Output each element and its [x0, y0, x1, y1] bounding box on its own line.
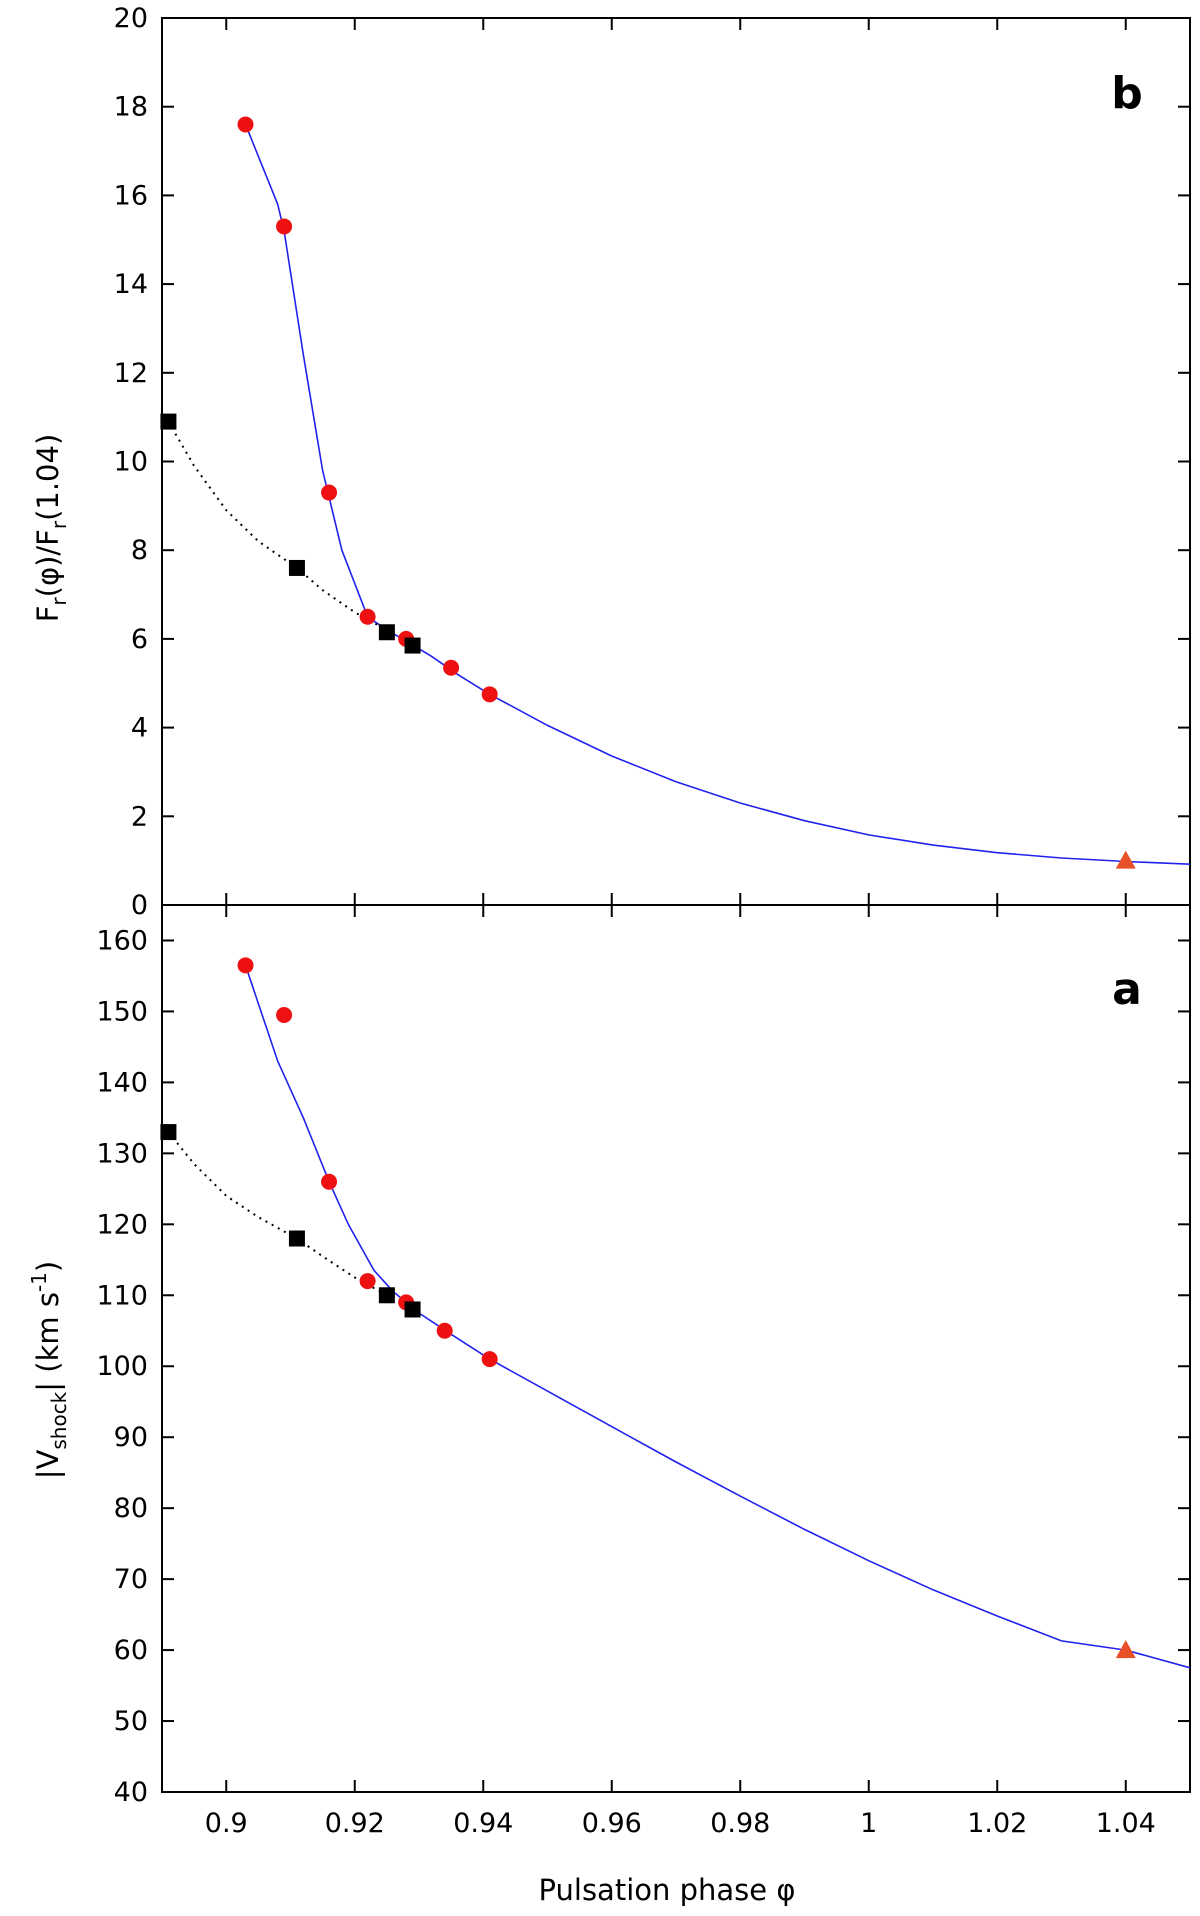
panel-a-red-point	[436, 1322, 453, 1339]
panel-a-y-tick-label: 150	[96, 996, 148, 1027]
panel-a-y-tick-label: 110	[96, 1280, 148, 1311]
panel-a-y-tick-label: 160	[96, 925, 148, 956]
panel-a-y-tick-label: 100	[96, 1351, 148, 1382]
panel-a-letter: a	[1112, 964, 1142, 1015]
panel-b-black-square	[378, 624, 395, 641]
panel-b-letter: b	[1111, 68, 1143, 119]
panel-b-y-tick-label: 6	[131, 624, 148, 655]
panel-a-y-axis-label: |Vshock| (km s-1)	[27, 1261, 71, 1480]
panel-a-ylabel-part2: | (km s	[31, 1292, 65, 1392]
x-axis-label: Pulsation phase φ	[539, 1873, 796, 1907]
x-tick-label: 0.94	[453, 1808, 513, 1839]
panel-b-y-tick-label: 10	[114, 447, 148, 478]
panel-b-y-tick-label: 2	[131, 801, 148, 832]
panel-b-black-square	[160, 413, 177, 430]
x-tick-label: 0.9	[205, 1808, 248, 1839]
panel-a-y-tick-label: 50	[114, 1706, 148, 1737]
panel-a-black-square	[404, 1301, 421, 1318]
panel-a-y-tick-label: 90	[114, 1422, 148, 1453]
panel-b-y-axis-label: Fr(φ)/Fr(1.04)	[31, 434, 71, 623]
panel-b-ylabel-sub1: r	[47, 597, 71, 606]
panel-a-frame	[161, 904, 1191, 1793]
panel-b-ylabel-part3: (1.04)	[31, 434, 65, 521]
panel-b-red-point	[359, 608, 376, 625]
panel-a-y-tick-label: 70	[114, 1564, 148, 1595]
panel-b-y-tick-label: 16	[114, 180, 148, 211]
panel-a-y-tick-label: 80	[114, 1493, 148, 1524]
panel-b-frame	[161, 17, 1191, 906]
panel-b-red-point	[321, 484, 338, 501]
panel-b-y-tick-label: 0	[131, 890, 148, 921]
panel-a-y-tick-label: 130	[96, 1138, 148, 1169]
x-tick-label: 0.98	[710, 1808, 770, 1839]
panel-b-red-point	[237, 116, 254, 133]
panel-b-fit-curve	[244, 124, 1191, 865]
panel-a-ylabel-part1: |V	[31, 1449, 65, 1479]
panel-a-ylabel-part3: )	[31, 1261, 65, 1272]
panel-a-red-point	[321, 1173, 338, 1190]
panel-b-y-tick-label: 14	[114, 269, 148, 300]
panel-b-red-point	[481, 686, 498, 703]
panel-a-y-tick-label: 60	[114, 1635, 148, 1666]
panel-a-plot-area: 40 50 60 70 80 90 100 110 120 130 140 150 160 0.9 0.92…	[96, 904, 1191, 1839]
panel-a-ylabel-sup: -1	[27, 1272, 51, 1292]
panel-a-triangle-point	[1115, 1640, 1136, 1659]
panel-b-red-point	[276, 218, 293, 235]
panel-a-black-square	[288, 1230, 305, 1247]
panel-a-red-point	[237, 957, 254, 974]
panel-b-black-square	[404, 637, 421, 654]
panel-b-y-tick-label: 18	[114, 92, 148, 123]
panel-a-black-square	[378, 1287, 395, 1304]
panel-a-dotted-connector-line	[167, 1131, 388, 1297]
panel-a-black-square	[160, 1124, 177, 1141]
panel-b-ylabel-part1: F	[31, 606, 65, 623]
panel-a-red-point	[359, 1273, 376, 1290]
panel-b-ylabel-part2: (φ)/F	[31, 529, 65, 597]
panel-b-dotted-connector-line	[167, 421, 388, 631]
panel-b-red-point	[443, 659, 460, 676]
x-tick-label: 1.04	[1096, 1808, 1156, 1839]
x-tick-label: 1	[860, 1808, 877, 1839]
panel-b-plot-area: 0 2 4 6 8 10 12 14 16 18 20	[114, 3, 1191, 921]
panel-a-y-tick-label: 40	[114, 1777, 148, 1808]
panel-a: 40 50 60 70 80 90 100 110 120 130 140 150 160 0.9 0.92…	[27, 904, 1191, 1907]
panel-a-ylabel-sub1: shock	[47, 1391, 71, 1449]
x-tick-label: 0.96	[582, 1808, 642, 1839]
panel-a-fit-curve	[244, 965, 1191, 1669]
panel-b-y-tick-label: 4	[131, 713, 148, 744]
x-tick-label: 1.02	[967, 1808, 1027, 1839]
panel-b-y-tick-label: 20	[114, 3, 148, 34]
panel-b-y-tick-label: 12	[114, 358, 148, 389]
x-tick-label: 0.92	[325, 1808, 385, 1839]
panel-a-y-tick-label: 140	[96, 1067, 148, 1098]
panel-b-ylabel-sub2: r	[47, 520, 71, 529]
panel-a-red-point	[481, 1351, 498, 1368]
panel-a-red-point	[276, 1006, 293, 1023]
panel-b-triangle-point	[1115, 850, 1136, 869]
panel-b-black-square	[288, 559, 305, 576]
panel-b-y-tick-label: 8	[131, 535, 148, 566]
panel-a-y-tick-label: 120	[96, 1209, 148, 1240]
